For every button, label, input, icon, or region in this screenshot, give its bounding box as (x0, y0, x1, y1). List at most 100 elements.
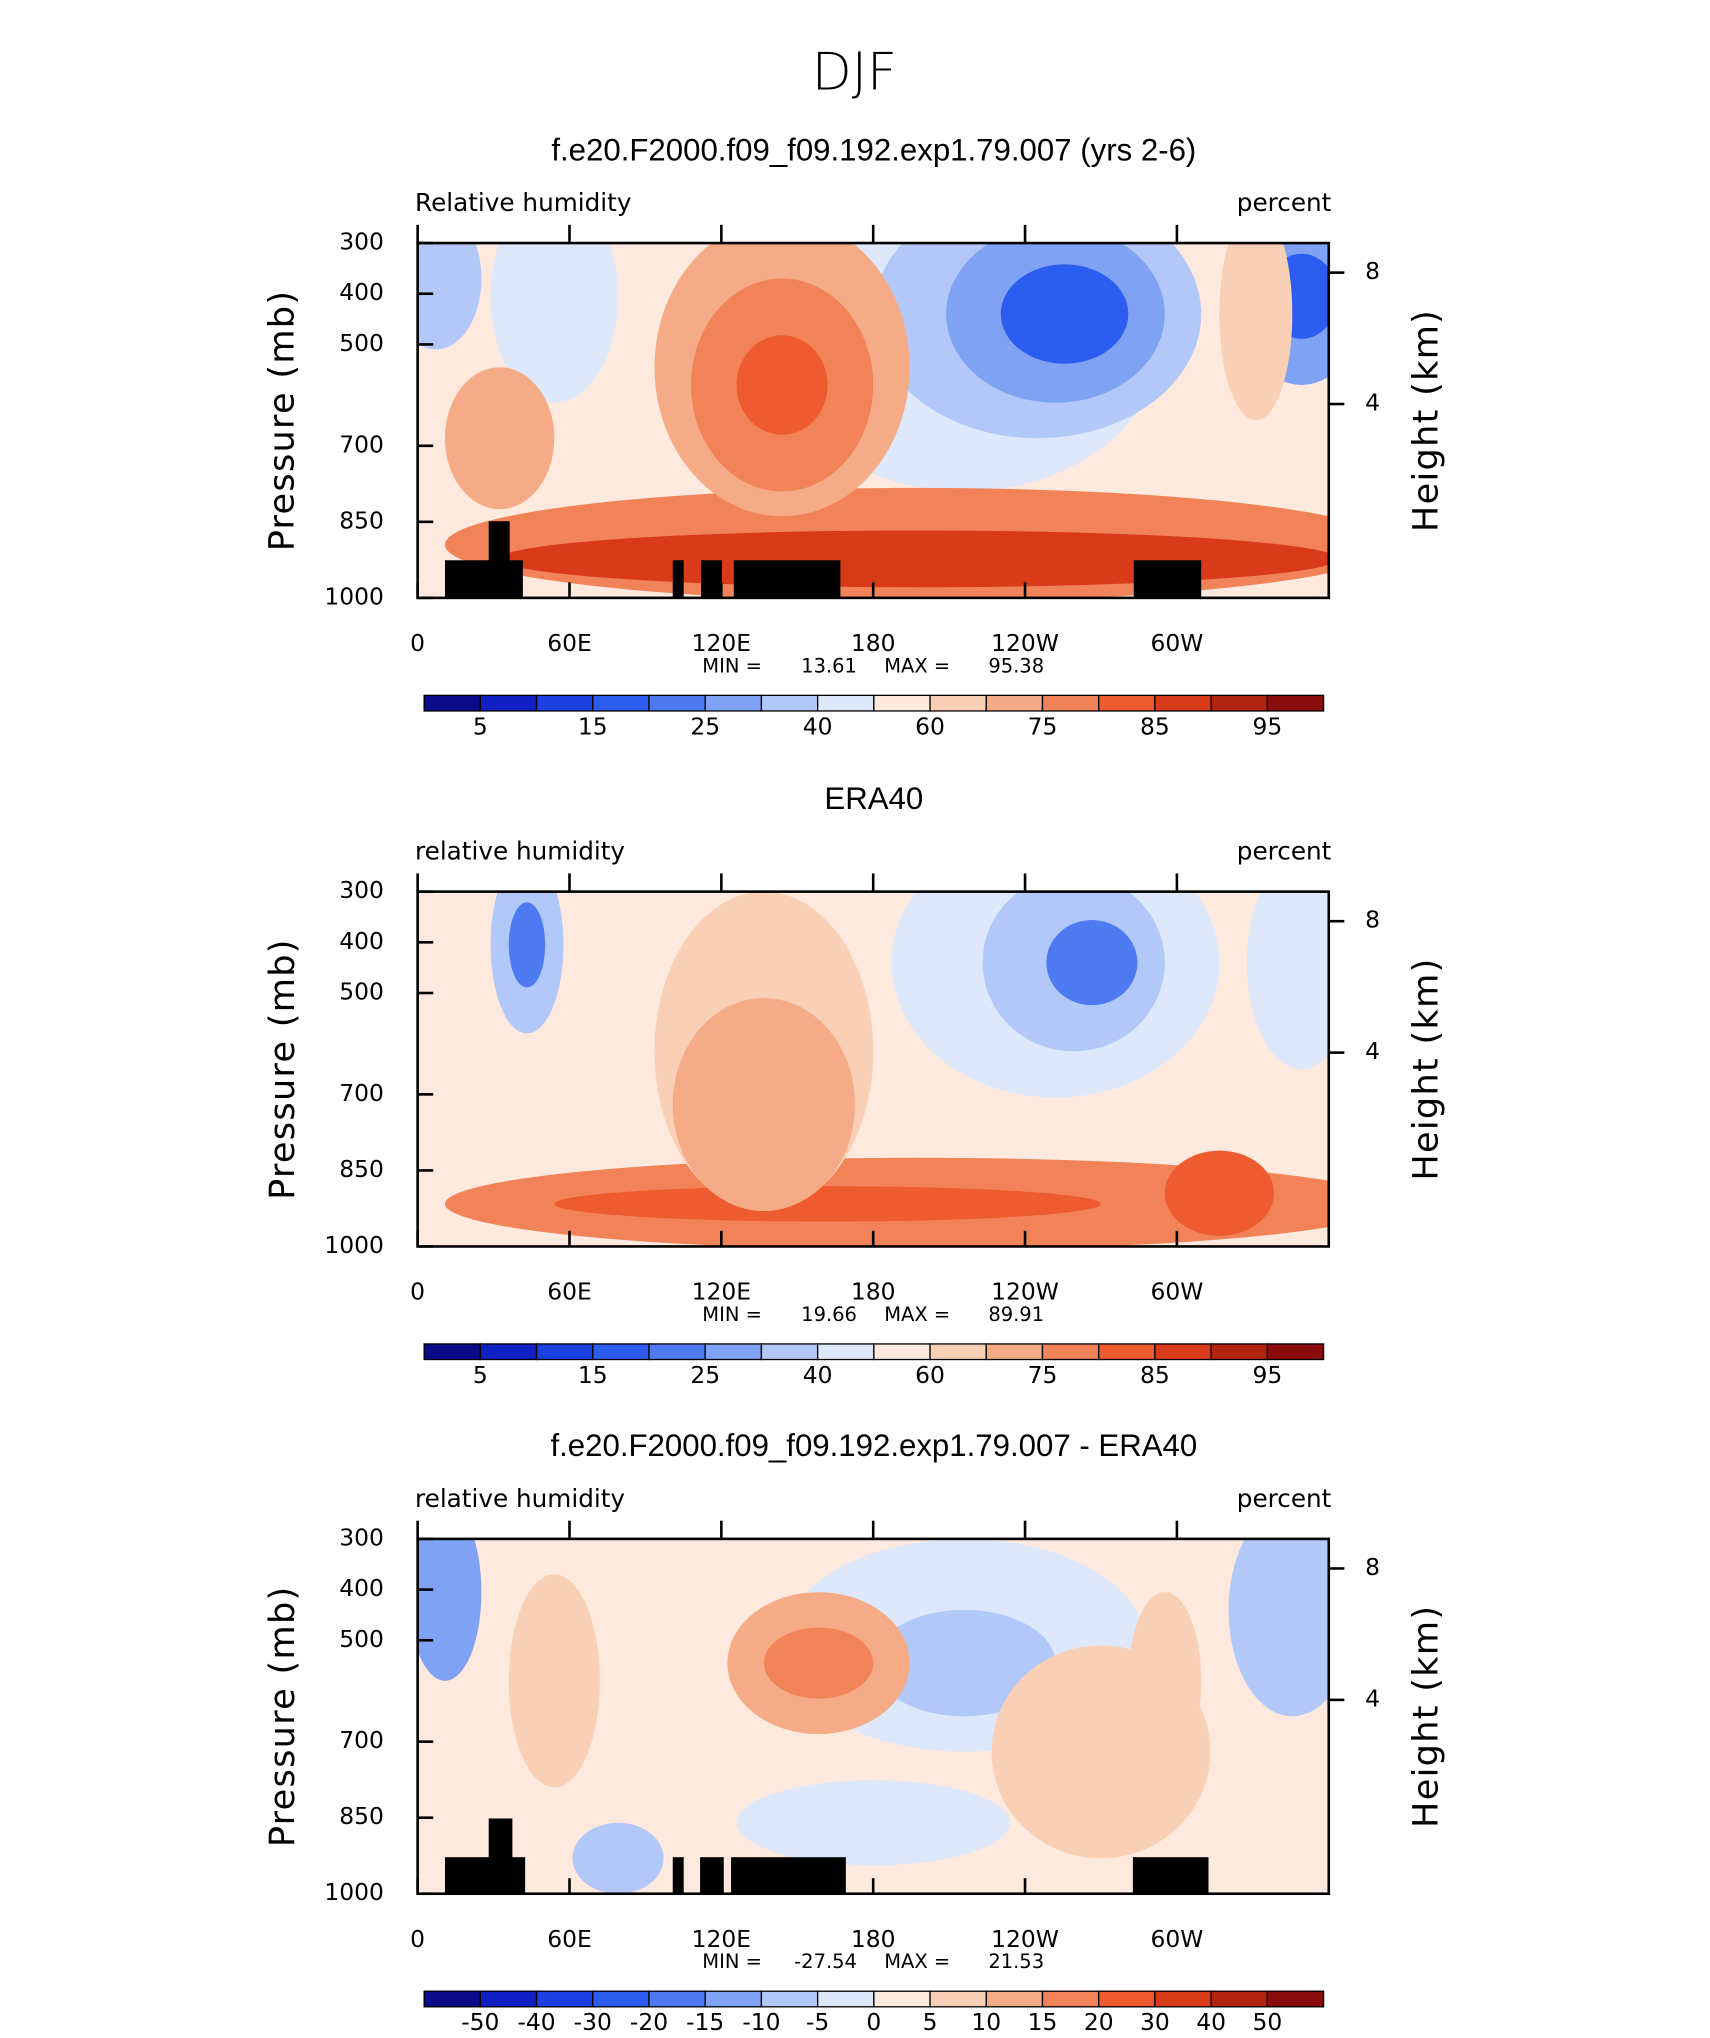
contour-region (508, 1574, 600, 1788)
y-tick-label: 500 (339, 978, 384, 1006)
colorbar-label: 25 (690, 712, 720, 740)
max-label: MAX = (884, 1950, 950, 1973)
colorbar-box (592, 694, 650, 712)
colorbar-label: 60 (915, 712, 945, 740)
colorbar-label: 40 (1196, 2008, 1226, 2036)
y-tick-label: 700 (339, 1726, 384, 1754)
max-label: MAX = (884, 1303, 950, 1326)
colorbar-box (1098, 1990, 1156, 2008)
y-tick-label: 1000 (324, 582, 384, 610)
contour-region (417, 243, 482, 350)
topography (733, 560, 841, 598)
colorbar-box (816, 694, 875, 712)
colorbar-box (479, 1990, 538, 2008)
y-tick-label: 700 (339, 430, 384, 458)
x-tick-label: 120E (692, 1278, 751, 1306)
colorbar-label: 0 (866, 2008, 881, 2036)
colorbar-box (1266, 1343, 1325, 1361)
colorbar-box (985, 1343, 1044, 1361)
topography (1132, 1857, 1209, 1894)
colorbar-label: 15 (578, 712, 608, 740)
figure-title: DJF (812, 42, 897, 102)
colorbar-box (592, 1990, 650, 2008)
colorbar-label: 85 (1140, 712, 1170, 740)
topography (672, 1857, 684, 1894)
min-value: 13.61 (801, 654, 857, 677)
colorbar-label: 60 (915, 1361, 945, 1389)
colorbar-box (479, 694, 538, 712)
y2-tick-label: 4 (1365, 389, 1380, 417)
colorbar-box (929, 1990, 987, 2008)
left-label: relative humidity (415, 1484, 625, 1513)
x-tick-label: 60E (547, 1925, 592, 1953)
x-tick-label: 180 (851, 1278, 896, 1306)
y-tick-label: 1000 (324, 1231, 384, 1259)
y-tick-label: 300 (339, 1523, 384, 1551)
colorbar-box (648, 1343, 706, 1361)
colorbar-box (648, 1990, 706, 2008)
contour-region (1046, 920, 1138, 1006)
colorbar-box (985, 694, 1044, 712)
min-value: 19.66 (801, 1303, 857, 1326)
colorbar-box (1041, 1990, 1100, 2008)
topography (488, 1818, 513, 1894)
colorbar-label: 75 (1028, 712, 1058, 740)
contour-region (554, 1186, 1101, 1222)
colorbar-label: -5 (806, 2008, 829, 2036)
topography (731, 1857, 846, 1894)
colorbar-box (1154, 1990, 1212, 2008)
topography (444, 1857, 526, 1894)
x-tick-label: 120E (692, 629, 751, 657)
y-tick-label: 850 (339, 1802, 384, 1830)
y-tick-label: 300 (339, 228, 384, 256)
contour-region (572, 1822, 664, 1894)
contour-region (444, 367, 555, 510)
max-value: 89.91 (988, 1303, 1044, 1326)
contour-region (1000, 264, 1129, 364)
colorbar-label: 20 (1084, 2008, 1114, 2036)
y-tick-label: 300 (339, 876, 384, 904)
contour-region (672, 998, 855, 1211)
contour-region (1219, 243, 1293, 421)
contour-region (763, 1627, 874, 1699)
colorbar-label: 95 (1252, 1361, 1282, 1389)
colorbar-box (873, 694, 931, 712)
colorbar-box (704, 1343, 763, 1361)
y-tick-label: 500 (339, 329, 384, 357)
right-label: percent (1237, 188, 1332, 217)
x-tick-label: 60E (547, 629, 592, 657)
contour-region (1246, 891, 1329, 1070)
x-tick-label: 60W (1150, 629, 1203, 657)
colorbar-box (1098, 1343, 1156, 1361)
y2-tick-label: 4 (1365, 1684, 1380, 1712)
colorbar-box (648, 694, 706, 712)
y-axis-label: Pressure (mb) (262, 290, 303, 552)
x-tick-label: 0 (410, 1278, 425, 1306)
y-tick-label: 850 (339, 1155, 384, 1183)
contour-region (736, 335, 828, 435)
min-label: MIN = (702, 1950, 762, 1973)
contour-field (417, 891, 1329, 1247)
y-tick-label: 400 (339, 1574, 384, 1602)
x-tick-label: 60E (547, 1278, 592, 1306)
left-label: Relative humidity (415, 188, 631, 217)
colorbar-label: 40 (803, 712, 833, 740)
y-tick-label: 700 (339, 1079, 384, 1107)
min-label: MIN = (702, 654, 762, 677)
x-tick-label: 180 (851, 629, 896, 657)
panel-title: ERA40 (824, 781, 923, 816)
y2-tick-label: 4 (1365, 1037, 1380, 1065)
colorbar-box (760, 694, 819, 712)
colorbar-box (1210, 1990, 1268, 2008)
colorbar-label: 75 (1028, 1361, 1058, 1389)
y2-tick-label: 8 (1365, 257, 1380, 285)
colorbar-box (1266, 1990, 1325, 2008)
max-value: 95.38 (988, 654, 1044, 677)
x-tick-label: 120W (991, 1278, 1059, 1306)
x-tick-label: 0 (410, 1925, 425, 1953)
colorbar-box (1041, 1343, 1100, 1361)
x-tick-label: 120W (991, 629, 1059, 657)
contour-field (417, 243, 1329, 598)
colorbar-label: -30 (574, 2008, 612, 2036)
